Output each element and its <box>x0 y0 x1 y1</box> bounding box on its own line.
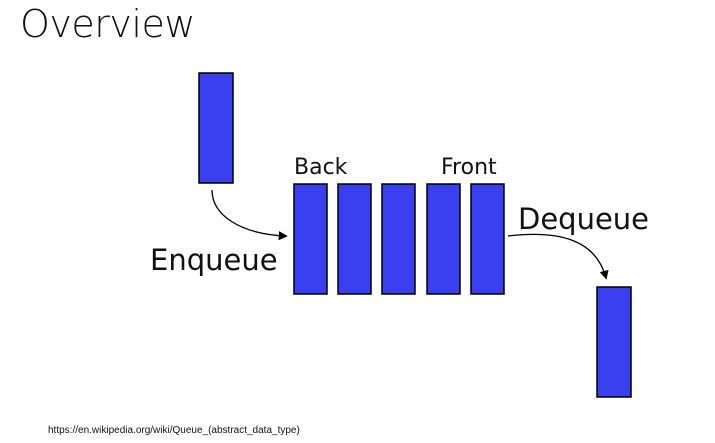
queue-element-block <box>337 183 372 295</box>
enqueue-arrow <box>211 189 288 241</box>
queue-element-block <box>426 183 461 295</box>
queue-element-block <box>381 183 416 295</box>
queue-element-block <box>470 183 505 295</box>
enqueue-label: Enqueue <box>150 243 278 277</box>
back-label: Back <box>294 155 348 180</box>
dequeue-label: Dequeue <box>518 202 649 236</box>
source-url[interactable]: https://en.wikipedia.org/wiki/Queue_(abs… <box>48 425 300 436</box>
dequeued-element-block <box>596 286 632 398</box>
slide-title: Overview <box>20 2 195 46</box>
queue-element-block <box>293 183 328 295</box>
front-label: Front <box>441 155 497 180</box>
incoming-element-block <box>198 72 234 184</box>
dequeue-arrow <box>507 233 609 280</box>
queue-elements <box>293 183 505 295</box>
